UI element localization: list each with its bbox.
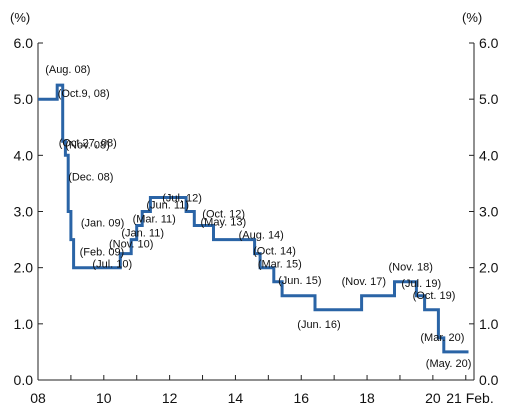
y-tick-label-left: 0.0 xyxy=(14,372,34,388)
axes: 0.0 0.0 1.0 1.0 2.0 2.0 3.0 3.0 4.0 4.0 5.0 5.0 6.0 6… xyxy=(14,35,499,406)
rate-change-annotation: (Mar. 15) xyxy=(258,259,302,271)
y-tick-label-right: 6.0 xyxy=(479,35,499,51)
rate-change-annotation: (May. 13) xyxy=(201,217,247,229)
rate-change-annotation: (Oct. 14) xyxy=(253,246,296,258)
rate-change-annotation: (Feb. 09) xyxy=(80,247,125,259)
policy-rate-line xyxy=(38,83,469,354)
y-tick-label-right: 2.0 xyxy=(479,260,499,276)
rate-change-annotation: (Jul. 12) xyxy=(162,193,202,205)
right-unit-label: (%) xyxy=(462,10,482,25)
rate-change-annotation: (Oct.9, 08) xyxy=(58,88,110,100)
y-tick-label-left: 6.0 xyxy=(14,35,34,51)
rate-change-annotation: (Jun. 15) xyxy=(278,275,321,287)
rate-change-annotation: (Nov. 10) xyxy=(109,239,153,251)
rate-change-annotation: (Nov. 17) xyxy=(342,276,386,288)
rate-change-annotation: (Jul. 10) xyxy=(92,259,132,271)
rate-change-annotation: (Oct.27, 08) xyxy=(59,137,117,149)
x-tick-label: 08 xyxy=(30,390,46,406)
y-tick-label-left: 5.0 xyxy=(14,91,34,107)
y-tick-label-right: 4.0 xyxy=(479,147,499,163)
rate-change-annotation: (Mar. 11) xyxy=(133,214,176,226)
rate-change-annotation: (Oct. 19) xyxy=(413,290,456,302)
rate-change-annotation: (Oct. 12) xyxy=(202,209,245,221)
y-tick-label-right: 5.0 xyxy=(479,91,499,107)
rate-change-annotation: (Dec. 08) xyxy=(68,172,113,184)
y-tick-label-right: 1.0 xyxy=(479,316,499,332)
rate-change-annotation: (Jun. 11) xyxy=(146,200,189,212)
rate-change-annotation: (Mar. 20) xyxy=(420,332,464,344)
x-tick-label: 18 xyxy=(359,390,375,406)
rate-change-annotation: (Aug. 08) xyxy=(45,64,90,76)
rate-change-annotation: (Aug. 14) xyxy=(239,230,284,242)
annotations-group: (Aug. 08) (Oct.9, 08) (Oct.27, 08)(Nov. 08… xyxy=(45,64,471,370)
y-tick-label-left: 3.0 xyxy=(14,204,34,220)
y-tick-label-left: 4.0 xyxy=(14,147,34,163)
rate-change-annotation: (Jul. 19) xyxy=(401,278,441,290)
x-tick-label: 12 xyxy=(162,390,178,406)
rate-change-annotation: (Jun. 16) xyxy=(297,319,340,331)
x-tick-label: 16 xyxy=(293,390,309,406)
left-unit-label: (%) xyxy=(10,10,30,25)
y-tick-label-left: 2.0 xyxy=(14,260,34,276)
rate-change-annotation: (May. 20) xyxy=(426,358,472,370)
y-tick-label-right: 3.0 xyxy=(479,204,499,220)
rate-change-annotation: (Jan. 09) xyxy=(81,218,124,230)
series-group xyxy=(38,83,469,354)
x-tick-label: 20 xyxy=(425,390,441,406)
rate-change-annotation: (Nov. 18) xyxy=(389,262,433,274)
x-tick-label: 10 xyxy=(96,390,112,406)
y-tick-label-left: 1.0 xyxy=(14,316,34,332)
x-tick-label: 14 xyxy=(228,390,244,406)
rate-change-annotation: (Jan. 11) xyxy=(121,228,164,240)
rate-change-annotation: (Nov. 08) xyxy=(65,139,109,151)
x-tick-label: 21 Feb. xyxy=(446,390,493,406)
y-tick-label-right: 0.0 xyxy=(479,372,499,388)
